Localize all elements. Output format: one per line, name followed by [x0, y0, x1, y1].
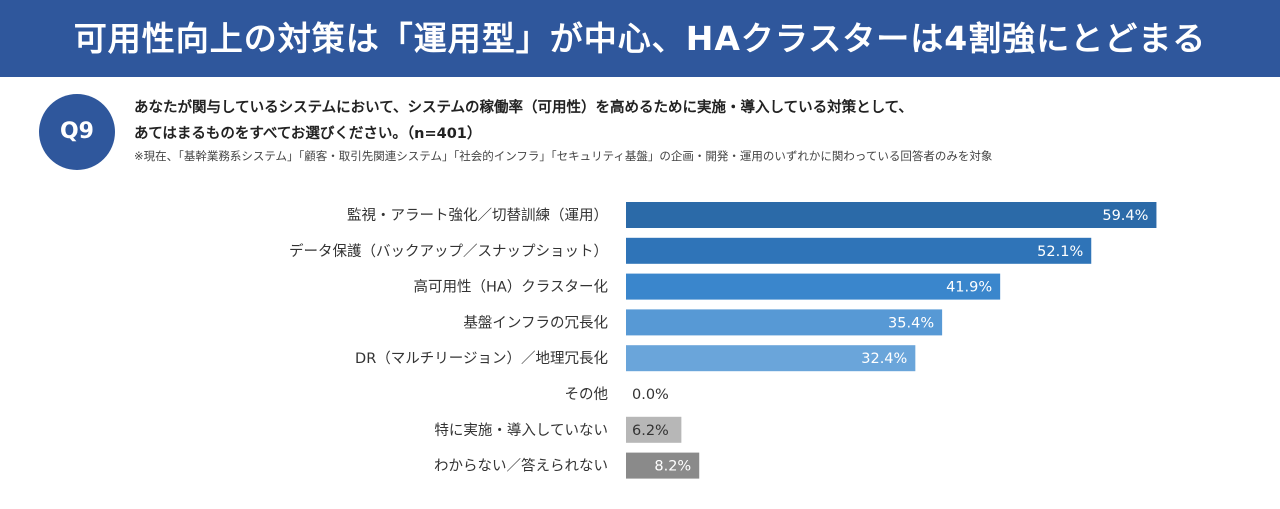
category-label: わからない／答えられない	[434, 458, 608, 475]
category-label: データ保護（バックアップ／スナップショット）	[289, 242, 608, 260]
bar	[626, 237, 1092, 264]
category-label: 監視・アラート強化／切替訓練（運用）	[347, 207, 608, 224]
category-label: 基盤インフラの冗長化	[463, 314, 608, 331]
bar	[626, 416, 682, 443]
value-label: 0.0%	[632, 387, 669, 403]
value-label: 59.4%	[1102, 208, 1148, 224]
bar	[626, 345, 916, 372]
value-label: 32.4%	[861, 351, 907, 367]
value-label: 35.4%	[888, 315, 934, 331]
page-title: 可用性向上の対策は「運用型」が中心、HAクラスターは4割強にとどまる	[73, 19, 1207, 58]
value-label: 8.2%	[654, 459, 691, 475]
value-label: 6.2%	[632, 423, 669, 439]
question-text-line1: あなたが関与しているシステムにおいて、システムの稼働率（可用性）を高めるために実…	[134, 100, 913, 116]
bar	[626, 273, 1001, 300]
bar	[626, 452, 700, 479]
value-label: 41.9%	[946, 280, 992, 296]
value-label: 52.1%	[1037, 244, 1083, 260]
bar	[626, 202, 1157, 228]
category-label: DR（マルチリージョン）／地理冗長化	[355, 350, 608, 367]
category-label: その他	[565, 386, 609, 403]
title-banner: 可用性向上の対策は「運用型」が中心、HAクラスターは4割強にとどまる	[0, 0, 1280, 77]
question-badge: Q9	[39, 94, 115, 170]
question-note: ※現在、「基幹業務系システム」「顧客・取引先関連システム」「社会的インフラ」「セ…	[134, 149, 993, 163]
bar	[626, 309, 943, 336]
category-label: 特に実施・導入していない	[434, 422, 608, 439]
question-text-line2: あてはまるものをすべてお選びください。（n=401）	[134, 126, 482, 142]
category-label: 高可用性（HA）クラスター化	[413, 279, 608, 296]
